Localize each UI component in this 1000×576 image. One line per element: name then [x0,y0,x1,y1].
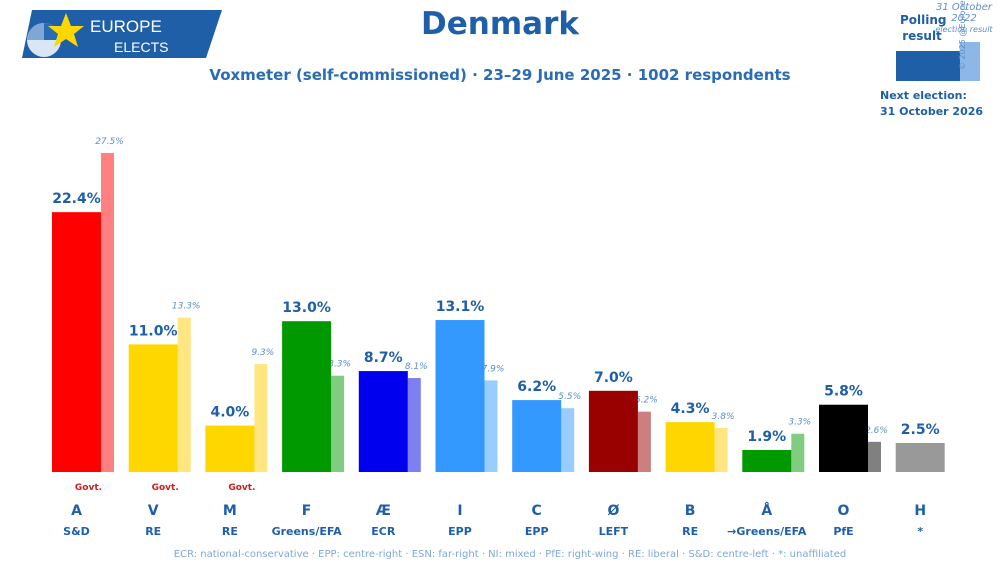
poll-bar-Ø [588,390,638,472]
poll-label-A: 22.4% [52,191,101,207]
election-bar-O [868,441,881,472]
page-title: Denmark [421,6,579,42]
poll-bar-A [52,212,101,472]
poll-label-C: 6.2% [517,379,556,395]
party-letter-Æ: Æ [376,503,391,519]
party-group-Å: →Greens/EFA [727,525,807,538]
party-letter-B: B [685,503,696,519]
poll-label-Å: 1.9% [747,429,786,445]
poll-bar-Æ [358,371,408,472]
election-label-B: 3.8% [712,412,735,422]
poll-bar-I [435,320,485,472]
election-bar-F [331,375,345,472]
logo-line1: EUROPE [90,17,162,36]
party-group-F: Greens/EFA [272,525,343,538]
election-bar-Å [791,433,805,472]
footnote: ECR: national-conservative · EPP: centre… [173,549,847,560]
party-letter-V: V [148,503,159,519]
election-bar-B [714,427,728,472]
party-group-H: * [917,525,923,538]
poll-bar-V [128,344,178,472]
next-election-date: 31 October 2026 [880,105,984,118]
party-letter-A: A [71,503,82,519]
legend: Polling result 31 October 2022 election … [870,2,998,122]
party-letter-Å: Å [761,502,772,519]
election-label-C: 5.5% [558,392,581,402]
party-letter-H: H [914,503,926,519]
poll-bar-H [895,443,945,472]
poll-label-Æ: 8.7% [364,350,403,366]
election-label-O: 2.6% [865,426,888,436]
party-letter-O: O [838,503,850,519]
election-label-Æ: 8.1% [405,362,428,372]
poll-bar-O [819,404,868,472]
govt-label-M: Govt. [228,483,255,493]
election-label-A: 27.5% [95,137,124,147]
party-group-A: S&D [63,525,90,538]
poll-label-Ø: 7.0% [594,370,633,386]
poll-label-B: 4.3% [671,401,710,417]
poll-label-F: 13.0% [282,300,331,316]
election-label-M: 9.3% [251,348,274,358]
poll-bar-F [282,321,332,472]
party-letter-M: M [223,503,237,519]
election-bar-Æ [407,378,421,472]
election-bar-Ø [637,411,651,472]
poll-bar-M [205,425,255,472]
next-election: Next election: 31 October 2026 [880,88,983,120]
poll-label-M: 4.0% [210,405,249,421]
party-letter-C: C [532,503,542,519]
legend-election-swatch [960,42,980,81]
party-group-M: RE [222,525,238,538]
europe-elects-logo: EUROPE ELECTS [22,10,222,58]
election-label-I: 7.9% [482,364,505,374]
election-label-F: 8.3% [328,360,351,370]
poll-label-H: 2.5% [901,422,940,438]
legend-polling-label: Polling result [900,13,947,43]
poll-bar-B [665,422,715,472]
poll-bar-Å [742,449,792,472]
party-group-B: RE [682,525,698,538]
party-letter-I: I [457,503,462,519]
legend-polling-swatch [896,51,960,81]
page-subtitle: Voxmeter (self-commissioned) · 23–29 Jun… [209,66,791,84]
party-group-I: EPP [448,525,472,538]
party-group-C: EPP [525,525,549,538]
election-bar-M [254,364,268,472]
poll-label-V: 11.0% [129,323,178,339]
election-label-V: 13.3% [172,302,201,312]
party-letter-F: F [302,503,312,519]
election-label-Å: 3.3% [788,418,811,428]
party-letter-Ø: Ø [607,503,619,519]
next-election-label: Next election: [880,89,967,102]
govt-label-A: Govt. [75,483,102,493]
party-group-V: RE [145,525,161,538]
election-bar-I [484,380,498,472]
party-group-O: PfE [833,525,853,538]
legend-election-date: 31 October 2022 [936,2,992,24]
poll-label-I: 13.1% [436,299,485,315]
party-group-Ø: LEFT [599,525,629,538]
legend-election-sub: election result [935,25,993,34]
election-bar-A [101,153,114,472]
election-bar-V [177,317,191,472]
election-label-Ø: 5.2% [635,396,658,406]
legend-election-label: 31 October 2022 election result [934,2,994,35]
party-group-Æ: ECR [371,525,396,538]
election-bar-C [561,408,575,472]
poll-bar-C [512,400,562,472]
poll-label-O: 5.8% [824,384,863,400]
logo-line2: ELECTS [114,39,168,55]
govt-label-V: Govt. [152,483,179,493]
